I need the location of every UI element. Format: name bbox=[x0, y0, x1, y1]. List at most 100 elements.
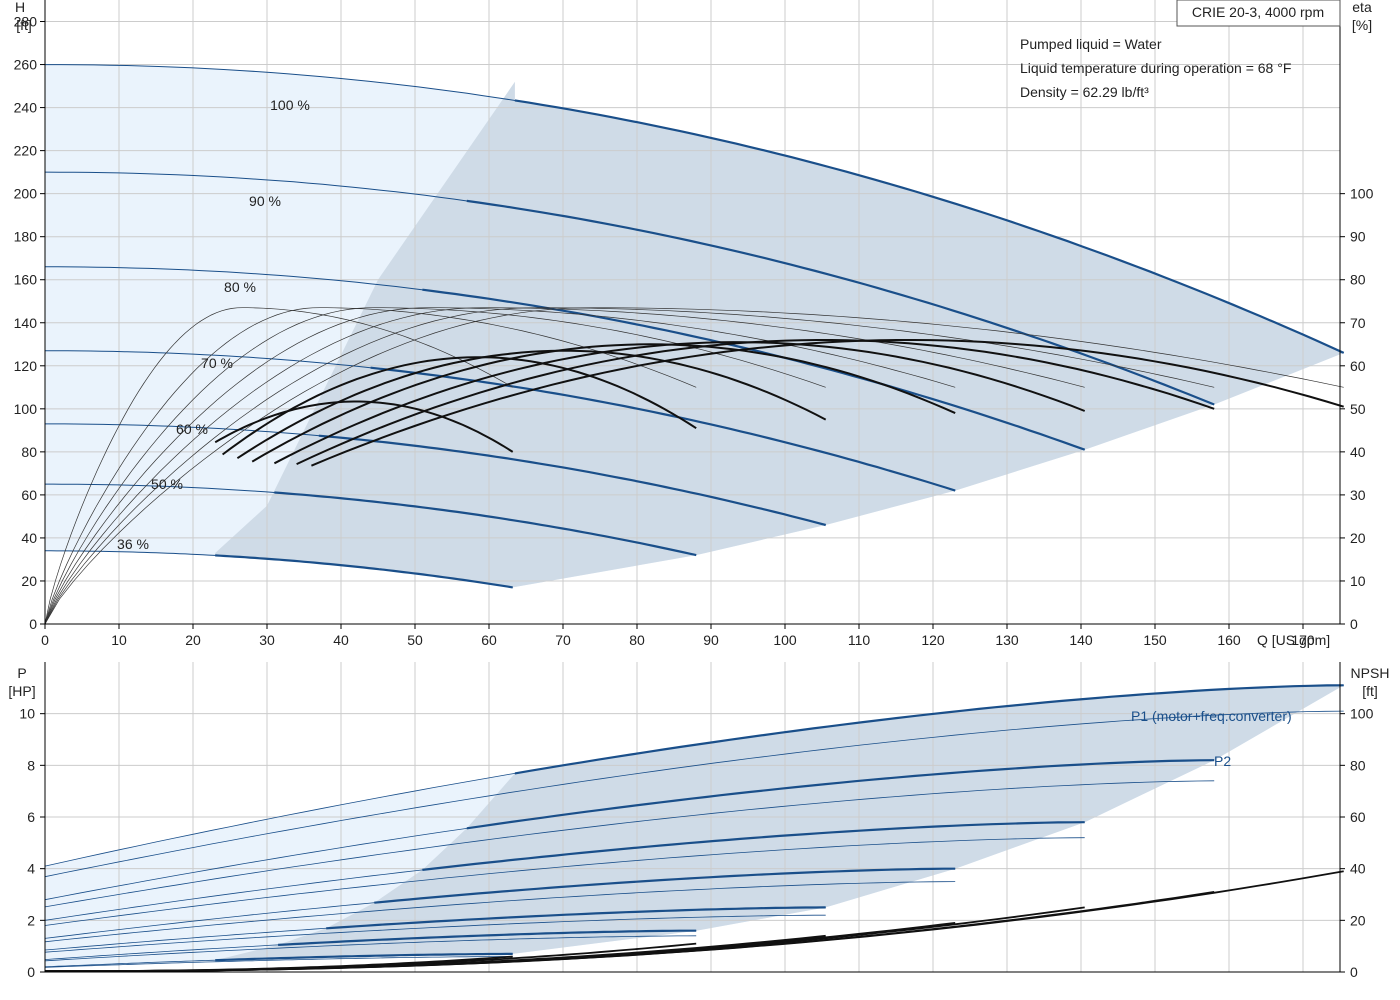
npsh-tick-label: 0 bbox=[1350, 964, 1358, 980]
x-tick-label: 80 bbox=[629, 632, 645, 648]
x-tick-label: 20 bbox=[185, 632, 201, 648]
y-axis-right-title-line2: [%] bbox=[1352, 17, 1372, 33]
speed-label: 50 % bbox=[151, 476, 183, 492]
speed-label: 70 % bbox=[201, 355, 233, 371]
p2-curve bbox=[44, 837, 1085, 926]
y-tick-label-right: 70 bbox=[1350, 315, 1366, 331]
eta-curve-thin bbox=[44, 307, 956, 625]
x-tick-label: 10 bbox=[111, 632, 127, 648]
p1-curve bbox=[215, 952, 513, 962]
power-tick-label: 0 bbox=[27, 964, 35, 980]
y-axis-left-title-line1: H bbox=[15, 0, 25, 15]
y-tick-label-right: 100 bbox=[1350, 186, 1374, 202]
x-tick-label: 150 bbox=[1143, 632, 1167, 648]
power-tick-label: 8 bbox=[27, 757, 35, 773]
x-tick-label: 160 bbox=[1217, 632, 1241, 648]
head-curve bbox=[274, 491, 697, 557]
head-curve bbox=[215, 554, 513, 589]
y-axis-left-title-line2: [ft] bbox=[16, 17, 32, 33]
npsh-tick-label: 60 bbox=[1350, 809, 1366, 825]
speed-label: 80 % bbox=[224, 279, 256, 295]
npsh-curves bbox=[45, 870, 1344, 973]
head-curve bbox=[514, 99, 1345, 354]
pump-title: CRIE 20-3, 4000 rpm bbox=[1192, 4, 1324, 20]
y-tick-label-left: 120 bbox=[14, 358, 38, 374]
p1-curve bbox=[326, 906, 826, 930]
y-tick-label-left: 0 bbox=[29, 616, 37, 632]
y-tick-label-left: 100 bbox=[14, 401, 38, 417]
y-tick-label-right: 10 bbox=[1350, 573, 1366, 589]
x-tick-label: 50 bbox=[407, 632, 423, 648]
eta-curve-thin bbox=[44, 307, 1344, 625]
y-tick-label-left: 260 bbox=[14, 57, 38, 73]
y-tick-label-right: 50 bbox=[1350, 401, 1366, 417]
power-axis-title-line1: P bbox=[17, 665, 26, 681]
info-density: Density = 62.29 lb/ft³ bbox=[1020, 84, 1149, 100]
info-temperature: Liquid temperature during operation = 68… bbox=[1020, 60, 1291, 76]
y-tick-label-right: 30 bbox=[1350, 487, 1366, 503]
head-curves bbox=[44, 64, 1345, 589]
y-tick-label-left: 280 bbox=[14, 14, 38, 30]
y-tick-label-left: 60 bbox=[21, 487, 37, 503]
power-tick-label: 10 bbox=[19, 706, 35, 722]
eta-curve-thin bbox=[44, 307, 1215, 625]
p2-curve bbox=[44, 914, 826, 953]
p2-curve bbox=[44, 956, 513, 968]
power-tick-label: 2 bbox=[27, 912, 35, 928]
x-tick-label: 30 bbox=[259, 632, 275, 648]
x-tick-label: 120 bbox=[921, 632, 945, 648]
eta-curve-thin bbox=[44, 307, 1085, 625]
p1-label: P1 (motor+freq.converter) bbox=[1131, 708, 1292, 724]
info-liquid: Pumped liquid = Water bbox=[1020, 36, 1162, 52]
y-tick-label-left: 220 bbox=[14, 143, 38, 159]
y-tick-label-right: 60 bbox=[1350, 358, 1366, 374]
y-tick-label-left: 180 bbox=[14, 229, 38, 245]
npsh-axis-title-line1: NPSH bbox=[1351, 665, 1390, 681]
speed-label: 100 % bbox=[270, 97, 310, 113]
y-tick-label-left: 160 bbox=[14, 272, 38, 288]
p1-curve bbox=[466, 759, 1215, 830]
power-curves bbox=[44, 684, 1344, 968]
y-tick-label-left: 20 bbox=[21, 573, 37, 589]
top-labels: 100 % 90 % 80 % 70 % 60 % 50 % 36 % bbox=[117, 97, 310, 552]
y-tick-label-right: 90 bbox=[1350, 229, 1366, 245]
x-tick-label: 90 bbox=[703, 632, 719, 648]
y-tick-label-left: 200 bbox=[14, 186, 38, 202]
operating-area-fill bbox=[215, 81, 1344, 588]
x-tick-label: 60 bbox=[481, 632, 497, 648]
y-tick-label-left: 40 bbox=[21, 530, 37, 546]
p1-curve bbox=[374, 867, 956, 904]
eta-curve bbox=[311, 339, 1344, 467]
efficiency-curves bbox=[44, 307, 1344, 625]
x-tick-label: 130 bbox=[995, 632, 1019, 648]
power-tick-label: 4 bbox=[27, 861, 35, 877]
npsh-tick-label: 40 bbox=[1350, 861, 1366, 877]
head-curve bbox=[422, 288, 1086, 451]
npsh-tick-label: 20 bbox=[1350, 912, 1366, 928]
p1-curve bbox=[422, 821, 1085, 871]
y-tick-label-left: 240 bbox=[14, 100, 38, 116]
eta-curve bbox=[214, 400, 514, 453]
eta-curve-thin bbox=[44, 307, 513, 625]
npsh-tick-label: 100 bbox=[1350, 706, 1374, 722]
npsh-axis-title-line2: [ft] bbox=[1362, 683, 1378, 699]
p2-label: P2 bbox=[1214, 753, 1231, 769]
eta-curve bbox=[222, 356, 697, 456]
x-tick-label: 0 bbox=[41, 632, 49, 648]
y-tick-label-right: 80 bbox=[1350, 272, 1366, 288]
npsh-curve bbox=[45, 955, 513, 973]
y-tick-label-right: 40 bbox=[1350, 444, 1366, 460]
x-tick-label: 110 bbox=[848, 632, 871, 648]
head-curve bbox=[370, 366, 956, 492]
top-axes: 0 10 20 30 40 50 60 70 80 90 100 110 120 130 140 150 160… bbox=[14, 0, 1374, 648]
y-axis-right-title-line1: eta bbox=[1352, 0, 1372, 15]
power-axis-title-line2: [HP] bbox=[8, 683, 35, 699]
p2-curve bbox=[44, 935, 697, 962]
y-tick-label-left: 140 bbox=[14, 315, 38, 331]
y-tick-label-right: 0 bbox=[1350, 616, 1358, 632]
x-axis-title: Q [US gpm] bbox=[1257, 632, 1330, 648]
operating-area bbox=[45, 64, 1344, 588]
